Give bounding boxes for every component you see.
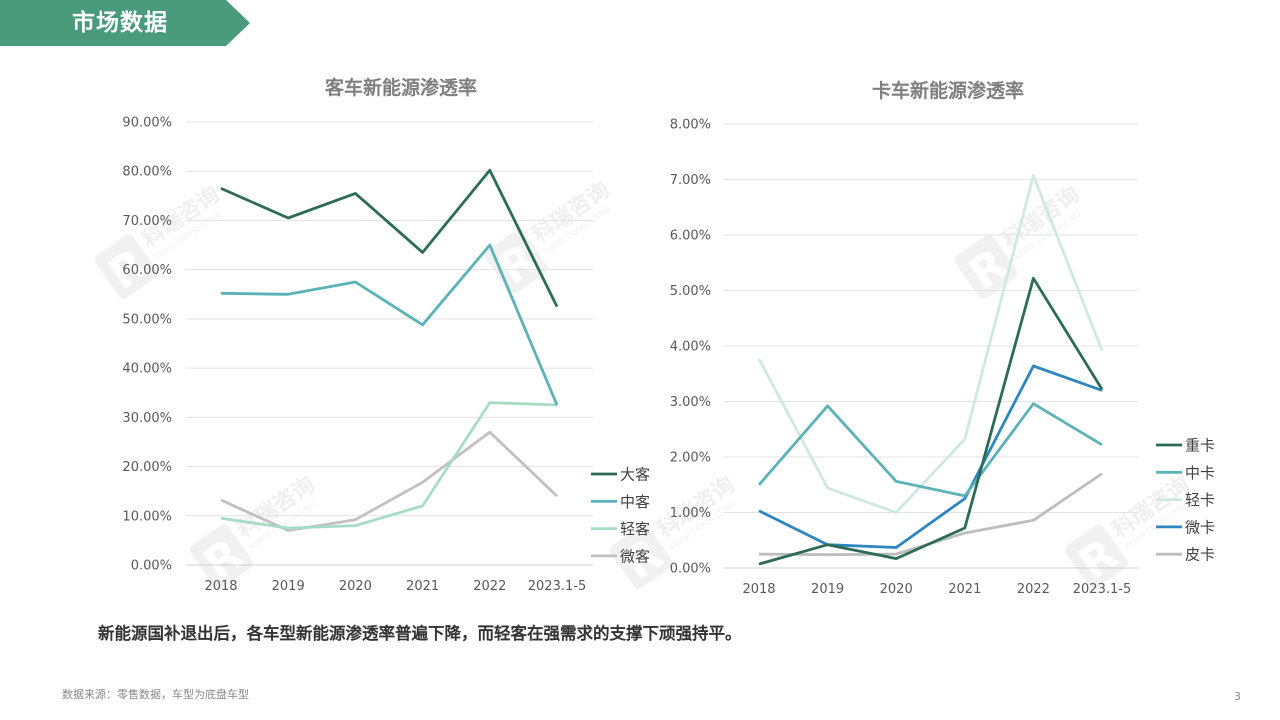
legend-label: 轻客 [620, 520, 650, 538]
y-tick-label: 7.00% [670, 173, 711, 188]
x-tick-label: 2020 [880, 582, 913, 597]
truck-chart-x-axis: 2018 2019 2020 2021 2022 2023.1-5 [742, 582, 1131, 597]
series-line-中卡 [757, 402, 1103, 498]
truck-chart-title: 卡车新能源渗透率 [872, 79, 1024, 102]
y-tick-label: 1.00% [670, 506, 711, 521]
y-tick-label: 20.00% [122, 460, 172, 475]
truck-chart: 卡车新能源渗透率 0.00% 1.00% 2.00% 3.00% 4.00% 5.00% 6… [670, 79, 1215, 597]
watermark-logo-icon [484, 229, 548, 294]
x-tick-label: 2020 [339, 579, 372, 594]
watermark-logo-icon [1064, 524, 1128, 589]
bus-chart-y-axis: 0.00% 10.00% 20.00% 30.00% 40.00% 50.00% 60.00… [122, 116, 172, 574]
header-banner-shape [0, 0, 250, 46]
legend-label: 中卡 [1185, 464, 1215, 482]
legend-label: 中客 [620, 493, 650, 511]
header-banner: 市场数据 [0, 0, 250, 46]
truck-chart-y-axis: 0.00% 1.00% 2.00% 3.00% 4.00% 5.00% 6.00% 7.00%… [670, 118, 711, 577]
x-tick-label: 2018 [742, 582, 775, 597]
truck-chart-gridlines [724, 123, 1138, 569]
bus-chart-series [220, 168, 559, 532]
x-tick-label: 2023.1-5 [528, 579, 586, 594]
y-tick-label: 6.00% [670, 229, 711, 244]
y-tick-label: 30.00% [122, 411, 172, 426]
y-tick-label: 90.00% [122, 116, 172, 131]
y-tick-label: 50.00% [122, 312, 172, 327]
y-tick-label: 4.00% [670, 340, 711, 355]
watermark-logo-icon [609, 524, 673, 589]
legend-label: 微卡 [1185, 518, 1215, 536]
legend-label: 皮卡 [1185, 546, 1215, 564]
bus-chart: 客车新能源渗透率 0.00% 10.00% 20.00% 30.00% 40.00% 50… [122, 76, 650, 594]
x-tick-label: 2023.1-5 [1073, 582, 1131, 597]
y-tick-label: 40.00% [122, 362, 172, 377]
y-tick-label: 10.00% [122, 509, 172, 524]
x-tick-label: 2018 [204, 579, 237, 594]
series-line-重卡 [758, 276, 1104, 566]
series-line-轻客 [220, 401, 558, 530]
y-tick-label: 5.00% [670, 284, 711, 299]
data-source-note: 数据来源：零售数据，车型为底盘车型 [62, 688, 249, 701]
x-tick-label: 2021 [948, 582, 981, 597]
bus-chart-x-axis: 2018 2019 2020 2021 2022 2023.1-5 [204, 579, 586, 594]
series-line-轻卡 [757, 174, 1104, 514]
watermark-logo-icon [94, 234, 158, 299]
y-tick-label: 0.00% [670, 562, 711, 577]
series-line-中客 [220, 243, 559, 406]
y-tick-label: 3.00% [670, 395, 711, 410]
x-tick-label: 2019 [811, 582, 844, 597]
watermark-logo-icon [954, 234, 1018, 299]
legend-label: 轻卡 [1185, 491, 1215, 509]
x-tick-label: 2022 [473, 579, 506, 594]
y-tick-label: 2.00% [670, 451, 711, 466]
legend-label: 大客 [620, 466, 650, 484]
y-tick-label: 60.00% [122, 263, 172, 278]
x-tick-label: 2021 [406, 579, 439, 594]
y-tick-label: 8.00% [670, 118, 711, 133]
page-number: 3 [1234, 690, 1241, 703]
watermark-logo-icon [189, 524, 253, 589]
page-title: 市场数据 [72, 10, 168, 36]
series-line-大客 [220, 168, 559, 308]
truck-chart-series [757, 174, 1104, 566]
y-tick-label: 70.00% [122, 214, 172, 229]
legend-label: 重卡 [1185, 437, 1215, 455]
summary-text: 新能源国补退出后，各车型新能源渗透率普遍下降，而轻客在强需求的支撑下顽强持平。 [98, 624, 742, 643]
y-tick-label: 0.00% [131, 559, 172, 574]
x-tick-label: 2022 [1017, 582, 1050, 597]
y-tick-label: 80.00% [122, 165, 172, 180]
bus-chart-title: 客车新能源渗透率 [325, 76, 477, 99]
series-line-微卡 [758, 364, 1103, 549]
x-tick-label: 2019 [272, 579, 305, 594]
legend-label: 微客 [620, 547, 650, 565]
